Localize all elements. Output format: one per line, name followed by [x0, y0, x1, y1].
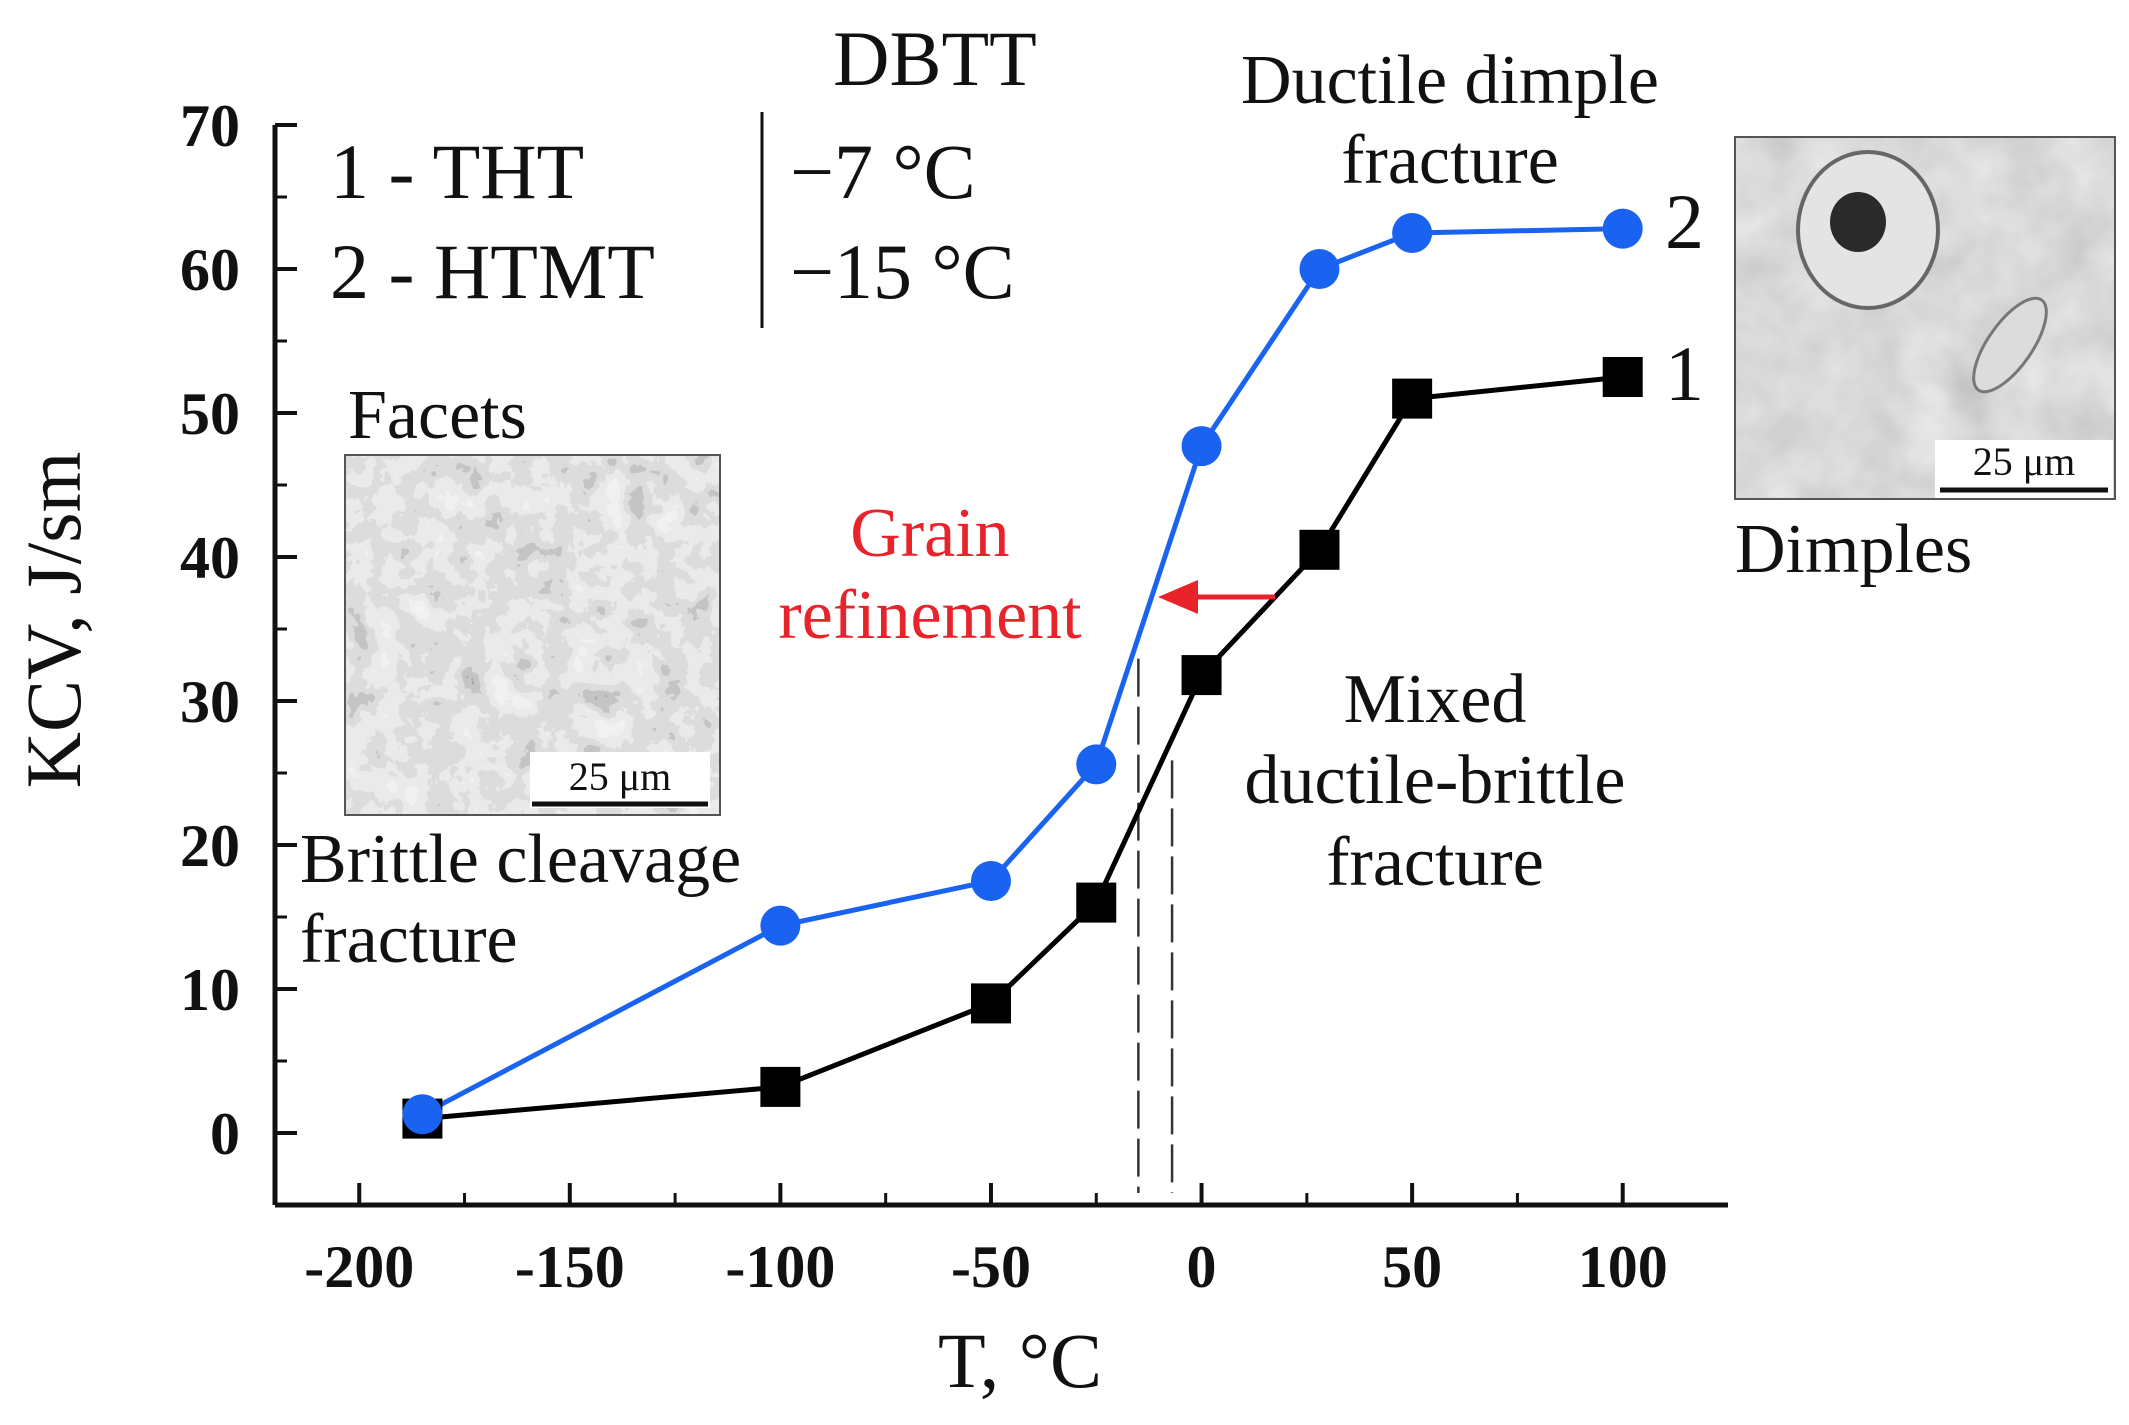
series-2-point: [760, 905, 801, 946]
y-tick-label: 30: [180, 669, 240, 735]
y-tick-label: 0: [210, 1101, 240, 1167]
dimples-label: Dimples: [1735, 511, 1972, 588]
series-line-1: [422, 374, 1623, 1122]
mixed-label-line2: ductile-brittle: [1245, 742, 1626, 819]
scale-label-left: 25 μm: [569, 754, 672, 799]
legend: DBTT 1 - THT 2 - HTMT −7 °C −15 °C: [330, 15, 1037, 328]
scale-bar-right: 25 μm: [1935, 439, 2113, 498]
series-2-point: [1181, 426, 1222, 467]
series-1-point: [1602, 357, 1643, 397]
x-tick-label: 0: [1187, 1234, 1217, 1300]
axes: 0 10 20 30 40 50 60 70 -200 -150 -100 -50 0 50 100: [180, 93, 1728, 1300]
series-1-point: [1299, 529, 1340, 570]
y-tick-label: 40: [180, 525, 240, 591]
facets-label: Facets: [348, 377, 527, 454]
ductile-label-line1: Ductile dimple: [1241, 42, 1659, 119]
x-tick-label: -50: [951, 1234, 1031, 1300]
grain-label-line2: refinement: [778, 577, 1082, 654]
legend-label-2: 2 - HTMT: [330, 228, 655, 315]
x-tick-label: 100: [1578, 1234, 1668, 1300]
dbtt-lines: [1137, 658, 1174, 1193]
brittle-label-line2: fracture: [300, 901, 518, 978]
y-tick-label: 50: [180, 381, 240, 447]
series-label-1: 1: [1665, 330, 1704, 417]
series-2-point: [970, 861, 1011, 901]
series-2-point: [402, 1094, 443, 1135]
legend-header: DBTT: [833, 15, 1037, 102]
series-1-point: [760, 1066, 801, 1107]
series-layer: [402, 208, 1643, 1139]
legend-value-2: −15 °C: [790, 228, 1015, 315]
series-2-point: [1299, 249, 1340, 289]
x-tick-label: 50: [1382, 1234, 1442, 1300]
x-tick-label: -200: [304, 1234, 414, 1300]
brittle-label-line1: Brittle cleavage: [300, 821, 741, 898]
x-tick-label: -150: [515, 1234, 625, 1300]
scale-bar-left: 25 μm: [530, 752, 710, 808]
y-axis-label: KCV, J/sm: [10, 452, 97, 789]
ductile-label-line2: fracture: [1341, 122, 1559, 199]
mixed-label-line1: Mixed: [1344, 661, 1527, 738]
grain-label-line1: Grain: [850, 495, 1009, 572]
x-tick-label: -100: [725, 1234, 835, 1300]
x-axis-label: T, °C: [938, 1317, 1102, 1404]
legend-value-1: −7 °C: [790, 128, 976, 215]
y-tick-label: 70: [180, 93, 240, 159]
mixed-label-line3: fracture: [1326, 824, 1544, 901]
y-tick-label: 20: [180, 813, 240, 879]
series-1-point: [970, 983, 1011, 1024]
legend-label-1: 1 - THT: [330, 128, 584, 215]
series-1-point: [1392, 378, 1433, 419]
series-label-2: 2: [1665, 178, 1704, 265]
series-1-point: [1076, 882, 1117, 923]
series-2-point: [1076, 744, 1117, 785]
dimples-micrograph: [1734, 136, 2116, 500]
y-tick-label: 10: [180, 957, 240, 1023]
grain-refinement-arrow: [1158, 580, 1275, 614]
series-2-point: [1602, 208, 1643, 249]
series-1-point: [1181, 655, 1222, 696]
series-2-point: [1392, 213, 1433, 253]
y-tick-label: 60: [180, 237, 240, 303]
scale-label-right: 25 μm: [1973, 439, 2076, 484]
